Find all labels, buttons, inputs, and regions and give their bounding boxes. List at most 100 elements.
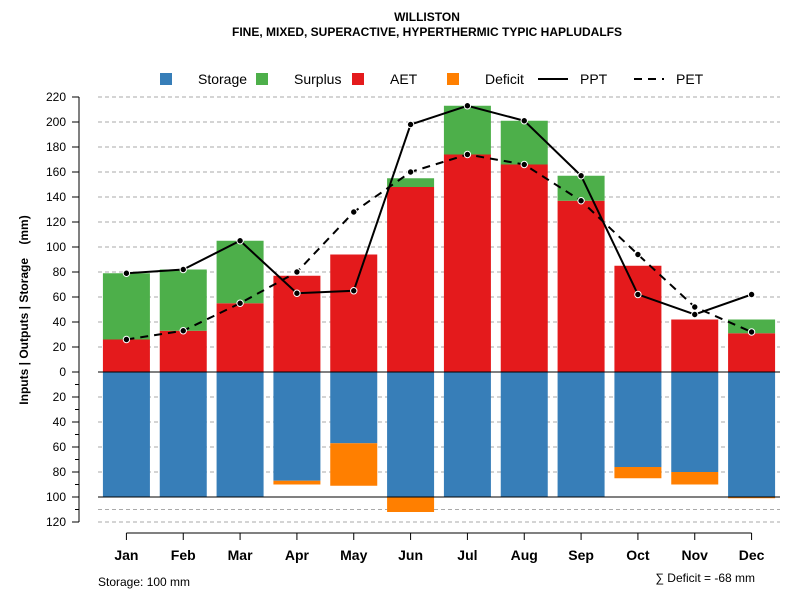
x-tick-label-dec: Dec xyxy=(739,547,765,563)
legend-label-pet: PET xyxy=(676,71,704,87)
point-ppt-jun xyxy=(406,120,415,129)
point-pet-jul xyxy=(463,150,472,159)
bar-storage-may xyxy=(330,372,378,444)
point-pet-jan xyxy=(122,335,131,344)
bar-storage-feb xyxy=(159,372,207,497)
line-pet xyxy=(126,153,752,341)
x-axis-ticks: Jan Feb Mar Apr May Jun Jul Aug Sep Oct Nov Dec xyxy=(114,532,765,563)
point-ppt-apr xyxy=(293,289,301,297)
y-tick-label: 160 xyxy=(46,165,66,179)
y-tick-label: 80 xyxy=(53,465,67,479)
bar-surplus-jul xyxy=(443,105,491,155)
bar-aet-jun xyxy=(387,187,435,372)
y-tick-label: 40 xyxy=(53,415,67,429)
y-tick-label: 100 xyxy=(46,240,66,254)
legend-label-surplus: Surplus xyxy=(294,71,341,87)
bar-storage-dec xyxy=(728,372,776,497)
deficit-note: ∑ Deficit = -68 mm xyxy=(655,571,755,585)
point-ppt-mar xyxy=(236,237,244,245)
bar-aet-nov xyxy=(671,319,719,372)
bar-aet-sep xyxy=(557,200,605,372)
bar-surplus-jan xyxy=(102,273,150,340)
point-pet-sep xyxy=(577,197,585,205)
x-tick-label-may: May xyxy=(340,547,367,563)
legend-label-storage: Storage xyxy=(198,71,247,87)
x-tick-label-jul: Jul xyxy=(457,547,477,563)
bar-surplus-sep xyxy=(557,175,605,201)
bar-storage-jul xyxy=(443,372,491,497)
legend-swatch-aet xyxy=(352,73,364,85)
point-ppt-feb xyxy=(179,265,187,274)
y-tick-label: 180 xyxy=(46,140,66,154)
point-pet-nov xyxy=(691,303,699,311)
point-ppt-aug xyxy=(520,117,528,125)
point-ppt-jan xyxy=(122,269,131,277)
bar-deficit-apr xyxy=(273,480,321,485)
bar-aet-dec xyxy=(728,333,776,372)
bar-surplus-jun xyxy=(387,178,435,187)
legend-swatch-deficit xyxy=(447,73,459,85)
y-tick-label: 120 xyxy=(46,215,66,229)
y-tick-label: 20 xyxy=(53,390,67,404)
point-ppt-nov xyxy=(691,310,699,319)
axes: 0 20 40 60 80 100 120 140 160 180 200 220 20 40 60 80 10… xyxy=(46,90,780,529)
y-tick-label: 220 xyxy=(46,90,66,104)
legend-label-ppt: PPT xyxy=(580,71,608,87)
bar-aet-feb xyxy=(159,330,207,372)
gridlines xyxy=(98,96,780,523)
series-lines xyxy=(122,102,756,344)
bar-surplus-aug xyxy=(500,120,548,165)
y-tick-label: 80 xyxy=(53,265,67,279)
x-tick-label-mar: Mar xyxy=(228,547,253,563)
y-tick-label: 60 xyxy=(53,440,67,454)
bar-storage-jun xyxy=(387,372,435,497)
legend-swatch-storage xyxy=(160,73,172,85)
point-pet-oct xyxy=(634,250,642,259)
bar-deficit-jun xyxy=(387,497,435,512)
bar-storage-apr xyxy=(273,372,321,481)
bar-storage-nov xyxy=(671,372,719,472)
x-tick-label-nov: Nov xyxy=(682,547,709,563)
point-pet-aug xyxy=(520,160,528,169)
y-tick-label: 0 xyxy=(59,365,66,379)
x-tick-label-jun: Jun xyxy=(398,547,423,563)
point-pet-dec xyxy=(747,328,756,336)
point-ppt-sep xyxy=(577,172,585,180)
bar-aet-oct xyxy=(614,265,662,372)
point-pet-may xyxy=(350,208,358,216)
line-ppt xyxy=(126,104,752,316)
bar-surplus-dec xyxy=(728,319,776,334)
bar-storage-mar xyxy=(216,372,264,497)
y-tick-label: 40 xyxy=(53,315,67,329)
bar-storage-sep xyxy=(557,372,605,497)
bar-surplus-mar xyxy=(216,240,264,304)
x-tick-label-oct: Oct xyxy=(626,547,650,563)
legend-label-aet: AET xyxy=(390,71,418,87)
y-tick-label: 140 xyxy=(46,190,66,204)
point-pet-mar xyxy=(236,299,244,307)
storage-note: Storage: 100 mm xyxy=(98,575,190,589)
bar-aet-may xyxy=(330,254,378,372)
x-tick-label-jan: Jan xyxy=(114,547,138,563)
y-tick-label: 20 xyxy=(53,340,67,354)
point-ppt-dec xyxy=(747,290,756,299)
bar-deficit-dec xyxy=(728,497,776,499)
bar-storage-jan xyxy=(102,372,150,497)
chart-title: WILLISTON xyxy=(394,10,460,24)
bar-surplus-feb xyxy=(159,269,207,331)
bar-deficit-nov xyxy=(671,472,719,485)
point-pet-feb xyxy=(179,327,187,335)
chart-subtitle: FINE, MIXED, SUPERACTIVE, HYPERTHERMIC T… xyxy=(232,25,622,39)
bar-aet-mar xyxy=(216,303,264,372)
y-tick-label: 100 xyxy=(46,490,66,504)
bar-aet-aug xyxy=(500,164,548,372)
y-tick-label: 200 xyxy=(46,115,66,129)
point-pet-jun xyxy=(406,168,415,176)
bar-deficit-oct xyxy=(614,467,662,479)
x-tick-label-aug: Aug xyxy=(511,547,538,563)
bar-storage-aug xyxy=(500,372,548,497)
legend-swatch-surplus xyxy=(256,73,268,85)
x-tick-label-apr: Apr xyxy=(285,547,310,563)
bar-storage-oct xyxy=(614,372,662,467)
